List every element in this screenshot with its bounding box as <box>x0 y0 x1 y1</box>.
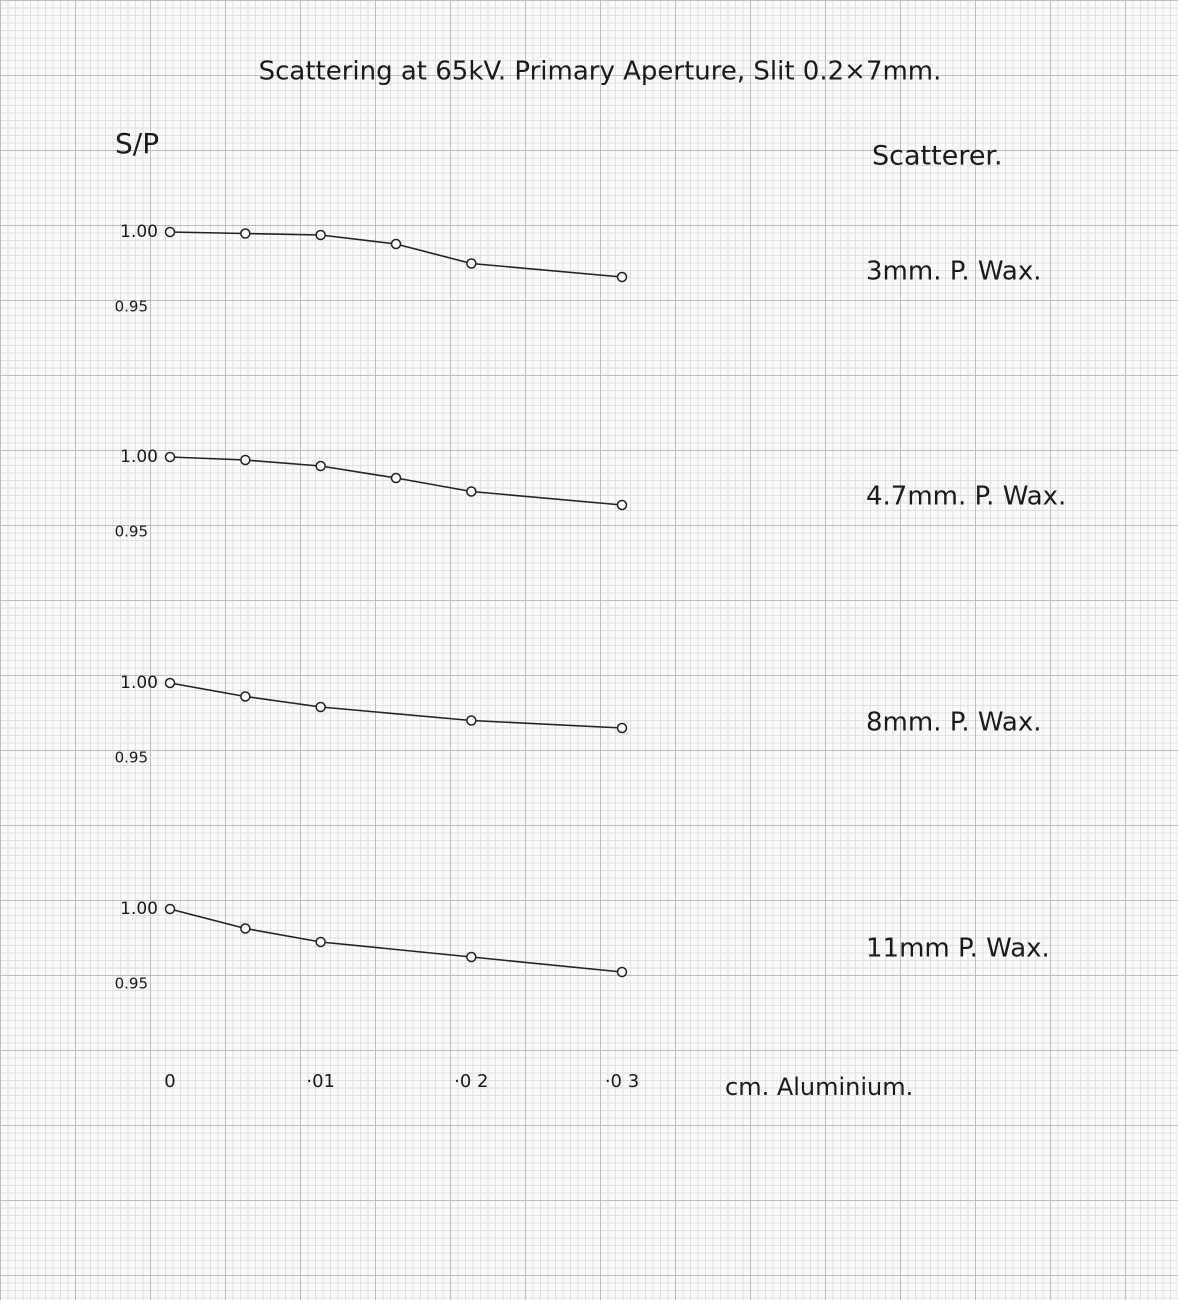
y-tick-label: 0.95 <box>115 749 148 767</box>
data-point <box>315 229 326 241</box>
legend-title: Scatterer. <box>872 141 1003 172</box>
y-tick-label: 1.00 <box>120 222 158 242</box>
data-point <box>164 226 176 238</box>
data-point <box>240 691 251 702</box>
y-tick-label: 0.95 <box>115 298 148 316</box>
data-point <box>240 923 251 934</box>
data-point <box>466 486 477 497</box>
x-tick-label: ·01 <box>306 1071 335 1092</box>
data-point <box>616 499 628 511</box>
data-point <box>616 271 628 283</box>
chart-title: Scattering at 65kV. Primary Aperture, Sl… <box>259 57 942 87</box>
data-point <box>240 454 251 466</box>
data-point <box>164 903 176 915</box>
data-point <box>466 951 477 963</box>
data-point <box>315 460 326 472</box>
y-tick-label: 0.95 <box>115 523 148 541</box>
series-line <box>169 908 623 973</box>
data-point <box>616 722 628 734</box>
data-point <box>616 966 628 978</box>
legend-entry: 11mm P. Wax. <box>866 934 1050 964</box>
data-point <box>315 936 326 948</box>
data-point <box>466 258 477 269</box>
y-tick-label: 1.00 <box>120 673 158 693</box>
x-axis-label: cm. Aluminium. <box>725 1073 913 1101</box>
data-point <box>390 238 402 250</box>
data-point <box>164 677 176 689</box>
y-tick-label: 1.00 <box>120 447 158 467</box>
data-point <box>240 228 251 239</box>
y-tick-label: 1.00 <box>120 899 158 919</box>
y-axis-label: S/P <box>115 127 159 160</box>
legend-entry: 4.7mm. P. Wax. <box>866 482 1066 512</box>
series-line <box>169 682 623 729</box>
data-point <box>466 715 477 726</box>
legend-entry: 3mm. P. Wax. <box>866 257 1042 287</box>
x-tick-label: 0 <box>164 1071 175 1092</box>
y-tick-label: 0.95 <box>115 975 148 993</box>
legend-entry: 8mm. P. Wax. <box>866 708 1042 738</box>
data-point <box>315 701 326 713</box>
data-point <box>164 451 176 463</box>
series-line <box>169 231 623 278</box>
x-tick-label: ·0 3 <box>605 1071 639 1092</box>
series-line <box>169 456 623 506</box>
data-point <box>390 472 402 484</box>
x-tick-label: ·0 2 <box>454 1071 488 1092</box>
